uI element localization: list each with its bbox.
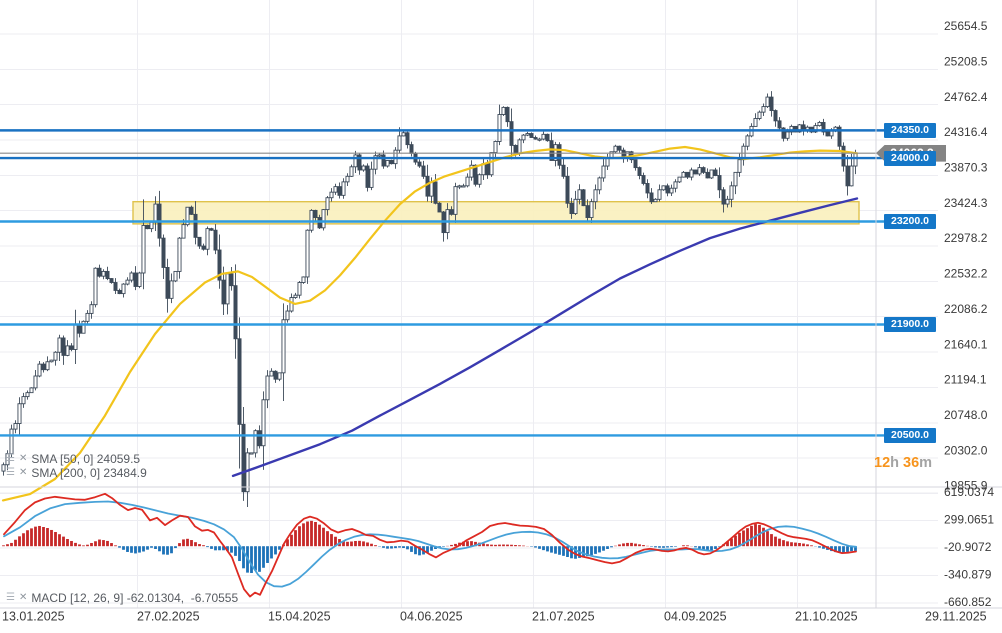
settings-icon[interactable]: ☰	[6, 453, 15, 464]
svg-text:22532.2: 22532.2	[944, 267, 988, 281]
svg-text:21.07.2025: 21.07.2025	[532, 609, 595, 623]
price-axis-labels: 25654.5 25208.5 24762.4 24316.4 23870.3 23424…	[944, 19, 994, 609]
sma50-legend-label: SMA [50, 0] 24059.5	[31, 452, 141, 466]
svg-text:13.01.2025: 13.01.2025	[2, 609, 65, 623]
svg-text:23424.3: 23424.3	[944, 196, 988, 210]
svg-text:-20.9072: -20.9072	[944, 540, 992, 554]
svg-text:23870.3: 23870.3	[944, 161, 988, 175]
gridlines	[0, 0, 938, 608]
macd-pane	[2, 520, 857, 573]
svg-text:619.0374: 619.0374	[944, 485, 994, 499]
alert-line-badge-23200.0[interactable]: 23200.0	[884, 213, 936, 229]
alert-line-badge-24350.0[interactable]: 24350.0	[884, 122, 936, 138]
svg-text:27.02.2025: 27.02.2025	[137, 609, 200, 623]
svg-text:-660.852: -660.852	[944, 595, 992, 609]
svg-text:04.09.2025: 04.09.2025	[664, 609, 727, 623]
svg-text:19855.9: 19855.9	[944, 479, 988, 493]
svg-text:20302.0: 20302.0	[944, 443, 988, 457]
alert-line-badge-20500.0[interactable]: 20500.0	[884, 427, 936, 443]
svg-text:21640.1: 21640.1	[944, 337, 988, 351]
svg-text:29.11.2025: 29.11.2025	[925, 609, 987, 623]
settings-icon[interactable]: ☰	[6, 467, 15, 478]
svg-text:21.10.2025: 21.10.2025	[795, 609, 858, 623]
time-axis-labels: 13.01.2025 27.02.2025 15.04.2025 04.06.2025…	[2, 609, 987, 623]
svg-text:24762.4: 24762.4	[944, 90, 988, 104]
svg-text:22978.2: 22978.2	[944, 231, 988, 245]
close-icon[interactable]: ✕	[18, 453, 28, 464]
candle-countdown-timer: 12h 36m	[874, 455, 933, 471]
close-icon[interactable]: ✕	[18, 467, 28, 478]
svg-text:04.06.2025: 04.06.2025	[400, 609, 463, 623]
sma200-legend: ☰ ✕ SMA [200, 0] 23484.9	[6, 466, 147, 480]
macd-signal-line[interactable]	[3, 500, 857, 588]
sma200-legend-label: SMA [200, 0] 23484.9	[31, 466, 147, 480]
svg-text:20748.0: 20748.0	[944, 408, 988, 422]
svg-text:25654.5: 25654.5	[944, 19, 988, 33]
svg-text:25208.5: 25208.5	[944, 55, 988, 69]
macd-line[interactable]	[3, 492, 857, 598]
svg-text:22086.2: 22086.2	[944, 302, 988, 316]
price-alert-lines	[0, 129, 884, 437]
alert-line-badge-21900.0[interactable]: 21900.0	[884, 317, 936, 332]
svg-text:15.04.2025: 15.04.2025	[268, 609, 331, 623]
sma50-line[interactable]	[1, 145, 859, 502]
svg-text:-340.879: -340.879	[944, 568, 992, 582]
sma50-legend: ☰ ✕ SMA [50, 0] 24059.5	[6, 452, 140, 466]
svg-text:21194.1: 21194.1	[944, 373, 987, 387]
alert-line-badge-24000.0[interactable]: 24000.0	[884, 150, 936, 166]
close-icon[interactable]: ✕	[18, 592, 28, 603]
svg-text:24316.4: 24316.4	[944, 125, 988, 139]
highlight-zone[interactable]	[132, 200, 860, 225]
settings-icon[interactable]: ☰	[6, 592, 15, 603]
svg-text:299.0651: 299.0651	[944, 513, 994, 527]
candlestick-layer	[1, 91, 858, 507]
macd-legend: ☰ ✕ MACD [12, 26, 9] -62.01304, -6.70555	[6, 591, 238, 605]
macd-legend-label: MACD [12, 26, 9] -62.01304, -6.70555	[31, 591, 239, 605]
sma200-line[interactable]	[231, 197, 859, 478]
